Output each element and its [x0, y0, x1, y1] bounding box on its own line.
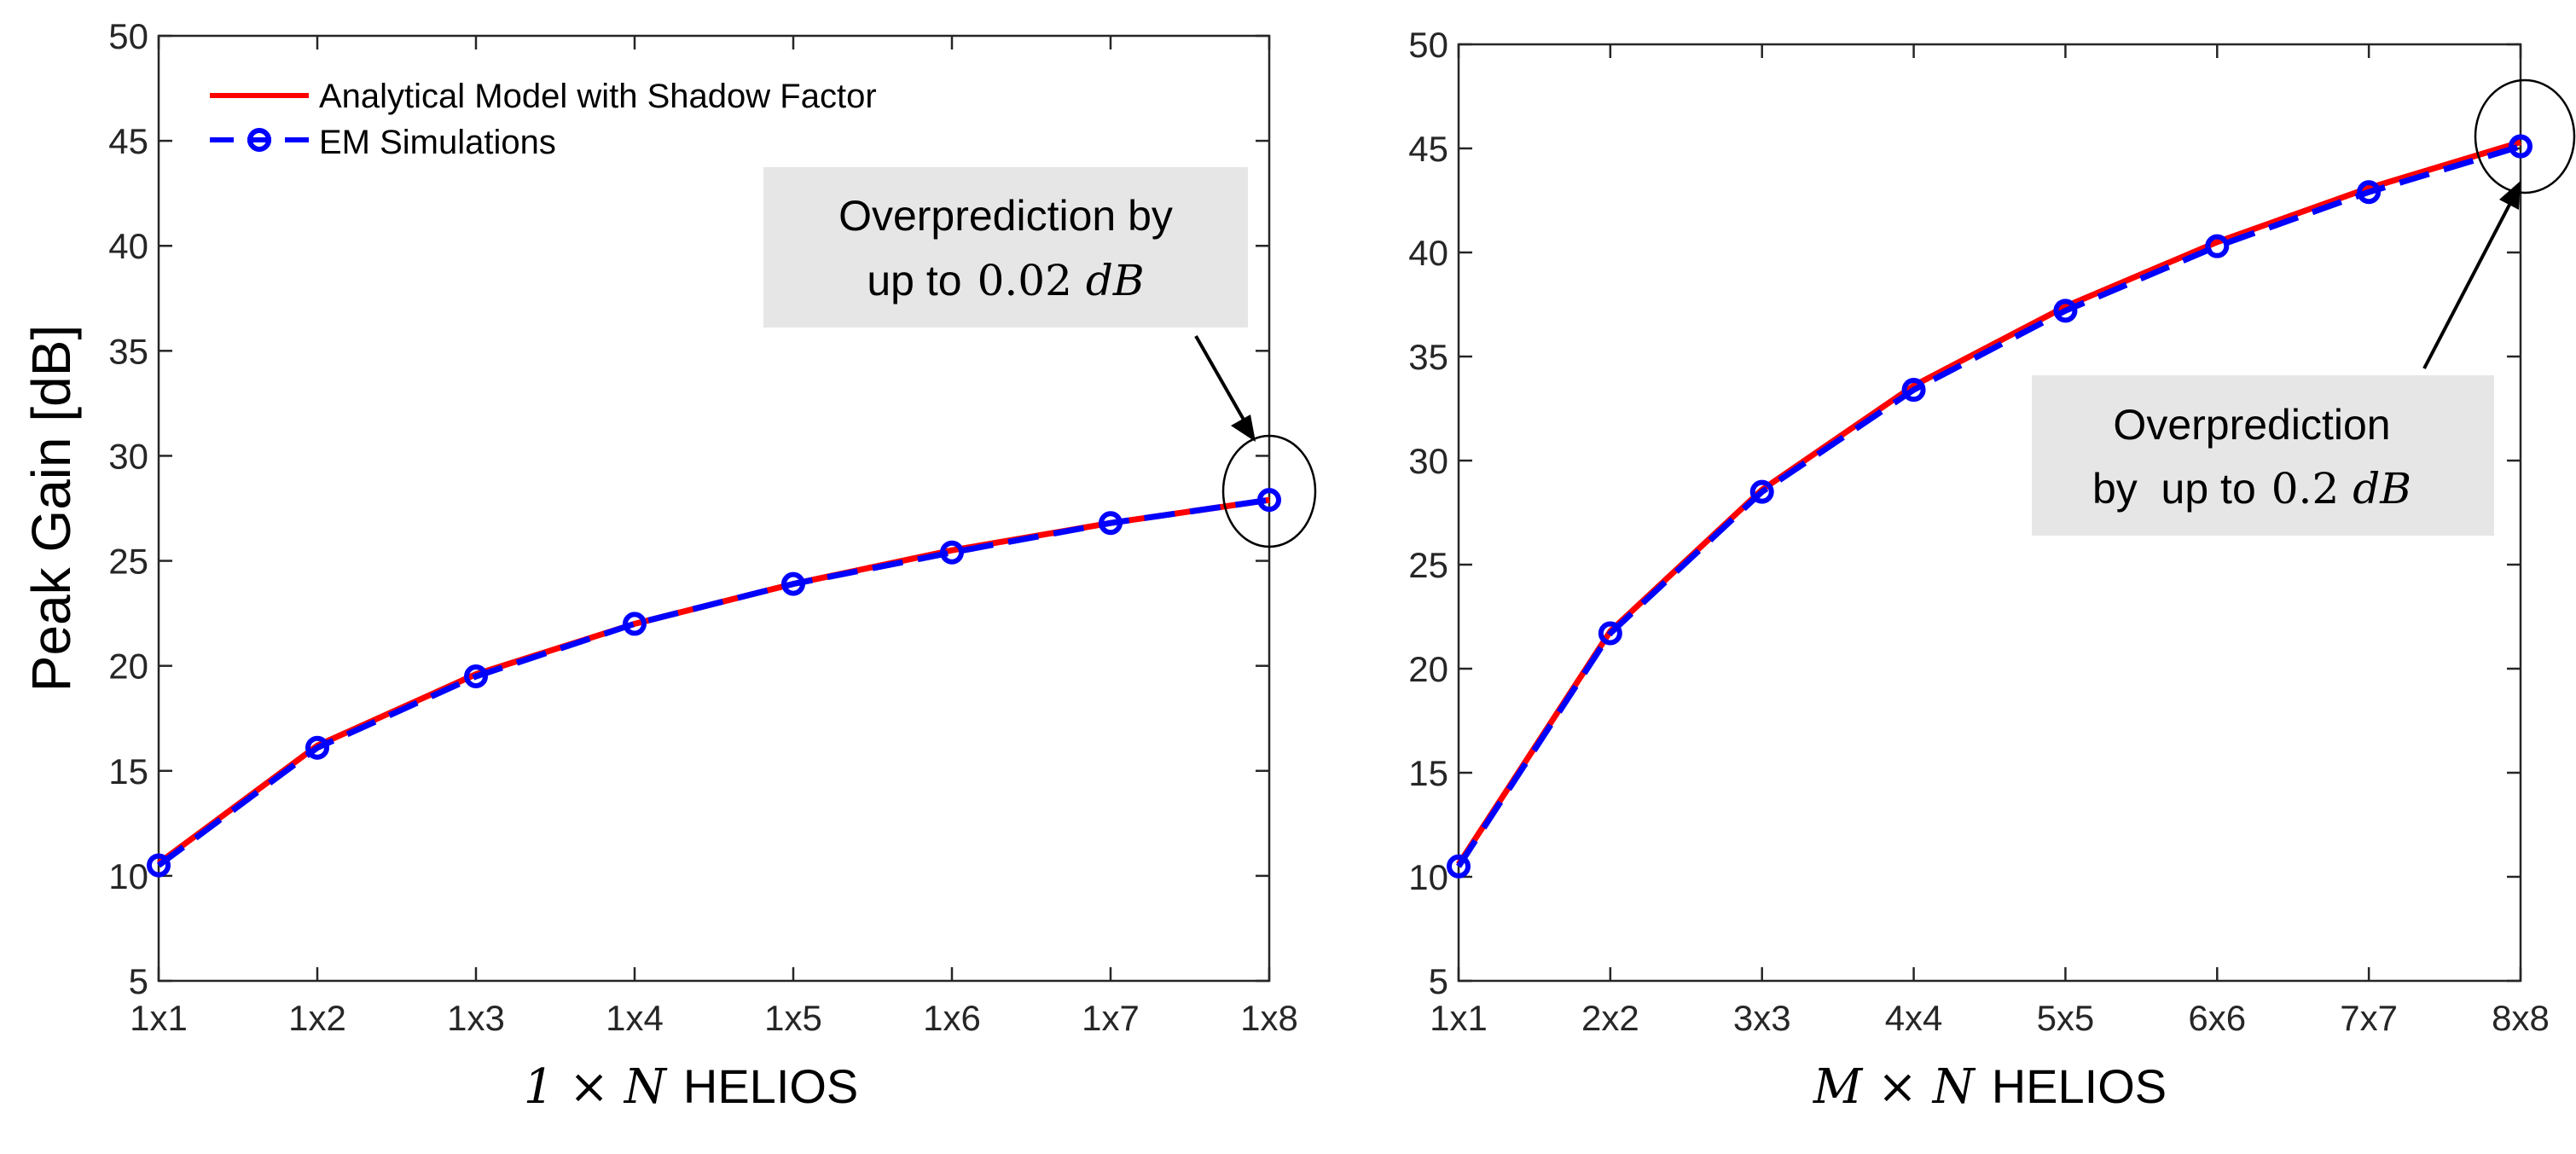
x-tick-label: 1x2 [288, 998, 346, 1038]
legend-marker-em [247, 128, 271, 152]
series-lines [156, 496, 1270, 868]
series-line-analytical-model [1456, 139, 2522, 867]
x-tick-label: 1x6 [923, 998, 981, 1038]
annotation-line-1: Overprediction [2113, 401, 2390, 449]
annotation-unit: dB [1086, 256, 1145, 305]
annotation-line-2: by up to 0.2 dB [2092, 464, 2411, 513]
y-tick-labels: 5 10 15 20 25 30 35 40 45 50 [1408, 25, 1448, 1001]
x-tick-label: 1x1 [1430, 998, 1488, 1038]
y-tick-label: 20 [1408, 649, 1448, 689]
data-point-em-simulations [1598, 621, 1622, 646]
y-tick-label: 35 [1408, 337, 1448, 377]
data-point-em-simulations [2205, 234, 2230, 258]
series-line-em-simulations [1456, 143, 2522, 868]
x-tick-label: 4x4 [1885, 998, 1943, 1038]
data-point-em-simulations [623, 612, 647, 636]
y-tick-label: 25 [108, 542, 148, 582]
x-tick-label: 8x8 [2492, 998, 2550, 1038]
y-tick-label: 15 [108, 751, 148, 792]
data-point-em-simulations [147, 853, 171, 878]
x-tick-label: 2x2 [1581, 998, 1639, 1038]
y-tick-label: 40 [1408, 233, 1448, 273]
x-tick-label: 5x5 [2037, 998, 2095, 1038]
x-axis-label-math: M × N [1813, 1059, 1976, 1115]
data-point-em-simulations [2357, 180, 2382, 205]
data-point-em-simulations [1901, 378, 1926, 403]
annotation: Overprediction by up to 0.2 dB [2032, 78, 2576, 536]
annotation-line-1: Overprediction by [838, 192, 1173, 240]
annotation-arrow-head [2499, 181, 2521, 210]
data-point-em-simulations [1099, 511, 1123, 536]
data-point-em-simulations [1749, 479, 1774, 504]
axis-ticks [157, 34, 1271, 983]
x-tick-label: 3x3 [1733, 998, 1791, 1038]
y-tick-label: 45 [108, 121, 148, 161]
x-axis-label-math: 1 × N [524, 1059, 668, 1115]
y-tick-label: 15 [1408, 753, 1448, 793]
annotation-value: 0.2 [2271, 464, 2340, 513]
x-tick-label: 1x7 [1082, 998, 1140, 1038]
data-point-em-simulations [1447, 854, 1471, 879]
annotation-arrow-line [2422, 204, 2511, 369]
annotation-highlight-circle [2474, 78, 2576, 194]
y-axis-label: Peak Gain [dB] [20, 325, 82, 692]
annotation-highlight-circle [1221, 434, 1317, 548]
legend-label-analytical: Analytical Model with Shadow Factor [319, 78, 877, 115]
y-tick-label: 5 [129, 961, 148, 1001]
y-tick-label: 30 [108, 436, 148, 476]
x-tick-label: 7x7 [2340, 998, 2398, 1038]
data-point-em-simulations [1257, 488, 1281, 513]
legend-label-em: EM Simulations [319, 124, 556, 161]
data-point-em-simulations [2053, 299, 2078, 323]
annotation-box [763, 167, 1248, 328]
x-tick-label: 1x8 [1240, 998, 1298, 1038]
annotation-arrow-head [1231, 415, 1256, 442]
x-axis-label-text: HELIOS [1992, 1059, 2167, 1113]
y-tick-label: 5 [1429, 961, 1448, 1001]
x-tick-labels: 1x1 2x2 3x3 4x4 5x5 6x6 7x7 8x8 [1430, 998, 2550, 1038]
y-tick-label: 20 [108, 647, 148, 687]
y-tick-label: 25 [1408, 545, 1448, 585]
data-point-em-simulations [940, 540, 964, 565]
y-tick-label: 50 [108, 16, 148, 56]
y-tick-label: 30 [1408, 441, 1448, 481]
data-point-em-simulations [781, 571, 805, 596]
series-lines [1456, 139, 2522, 868]
x-axis-label: M × N HELIOS [1813, 1059, 2167, 1115]
legend: Analytical Model with Shadow Factor EM S… [210, 78, 877, 161]
y-tick-label: 10 [108, 856, 148, 896]
annotation-value: 0.02 [978, 256, 1072, 305]
annotation-line-2-text: up to [867, 257, 961, 304]
x-tick-label: 1x3 [447, 998, 505, 1038]
y-tick-labels: 5 10 15 20 25 30 35 40 45 50 [108, 16, 148, 1001]
series-line-em-simulations [156, 496, 1270, 868]
y-tick-label: 10 [1408, 857, 1448, 897]
x-tick-label: 1x4 [606, 998, 664, 1038]
annotation-unit: dB [2353, 464, 2411, 513]
y-tick-label: 35 [108, 331, 148, 371]
series-markers [1447, 134, 2532, 879]
annotation-arrow-line [1194, 335, 1245, 420]
x-axis-label-text: HELIOS [683, 1059, 858, 1113]
annotation: Overprediction by up to 0.02 dB [763, 167, 1317, 548]
data-point-em-simulations [464, 664, 488, 688]
data-point-em-simulations [305, 735, 329, 760]
x-tick-label: 1x5 [764, 998, 822, 1038]
y-tick-label: 50 [1408, 25, 1448, 65]
chart-m-x-n: 5 10 15 20 25 30 35 40 45 50 1x1 2x2 3x3 4x4 5x5 6x6 7x… [1408, 25, 2576, 1115]
annotation-line-2-text: by up to [2092, 465, 2256, 513]
annotation-line-2: up to 0.02 dB [867, 256, 1144, 305]
annotation-box [2032, 375, 2494, 536]
data-point-em-simulations [2509, 134, 2532, 159]
x-tick-labels: 1x1 1x2 1x3 1x4 1x5 1x6 1x7 1x8 [130, 998, 1298, 1038]
y-tick-label: 45 [1408, 129, 1448, 169]
x-tick-label: 6x6 [2188, 998, 2246, 1038]
x-tick-label: 1x1 [130, 998, 188, 1038]
series-markers [147, 488, 1281, 878]
y-tick-label: 40 [108, 226, 148, 266]
x-axis-label: 1 × N HELIOS [524, 1059, 859, 1115]
